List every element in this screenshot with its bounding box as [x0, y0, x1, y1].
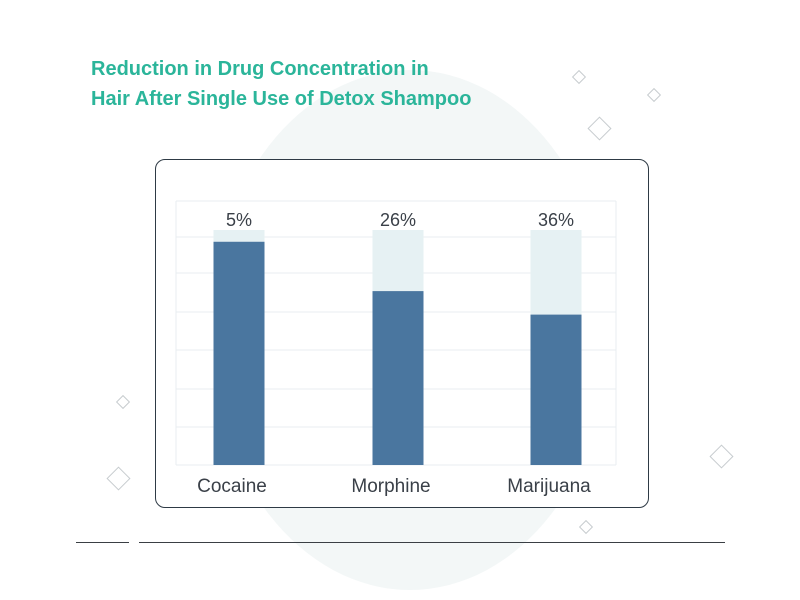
chart-title-line-1: Reduction in Drug Concentration in	[91, 58, 429, 80]
x-tick-label: Morphine	[351, 476, 430, 497]
bar-reduction-segment	[213, 230, 265, 242]
x-tick-label: Cocaine	[197, 476, 267, 497]
bar	[213, 241, 265, 465]
chart-title-line-2: Hair After Single Use of Detox Shampoo	[91, 88, 472, 110]
bar	[372, 291, 424, 465]
data-label: 26%	[380, 210, 416, 230]
data-label: 5%	[226, 210, 252, 230]
bar	[530, 314, 582, 465]
baseline-rule-left	[76, 542, 129, 543]
bar-reduction-segment	[530, 230, 582, 315]
data-label: 36%	[538, 210, 574, 230]
chart-title: Reduction in Drug Concentration in Hair …	[91, 54, 471, 114]
bar-reduction-segment	[372, 230, 424, 292]
x-tick-label: Marijuana	[507, 476, 591, 497]
baseline-rule-right	[139, 542, 725, 543]
